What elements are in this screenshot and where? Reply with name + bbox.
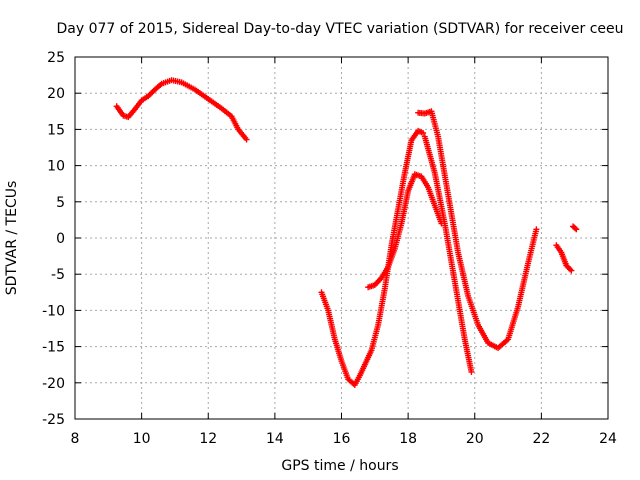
grid (75, 57, 608, 419)
y-tick-label: 15 (47, 122, 65, 138)
x-tick-label: 24 (599, 431, 617, 447)
x-tick-label: 14 (266, 431, 284, 447)
x-tick-label: 12 (199, 431, 217, 447)
chart-title: Day 077 of 2015, Sidereal Day-to-day VTE… (56, 21, 623, 37)
x-tick-label: 20 (466, 431, 484, 447)
y-tick-label: 5 (56, 195, 65, 211)
y-axis-label: SDTVAR / TECUs (4, 181, 20, 296)
data-point (533, 226, 540, 233)
x-tick-label: 8 (71, 431, 80, 447)
y-tick-label: 20 (47, 86, 65, 102)
data-point (573, 226, 580, 233)
data-point (568, 267, 575, 274)
y-tick-label: -5 (51, 267, 65, 283)
data-point (572, 225, 579, 232)
x-tick-label: 18 (399, 431, 417, 447)
x-tick-label: 10 (133, 431, 151, 447)
data-point (567, 266, 574, 273)
data-point (243, 136, 250, 143)
data-point (420, 130, 427, 137)
data-marks (113, 77, 580, 388)
y-tick-label: 10 (47, 159, 65, 175)
y-tick-label: -25 (42, 412, 65, 428)
x-tick-label: 22 (532, 431, 550, 447)
x-tick-label: 16 (333, 431, 351, 447)
y-tick-label: 25 (47, 50, 65, 66)
y-tick-label: -10 (42, 303, 65, 319)
data-point (468, 368, 475, 375)
axis-ticks: 8 10 12 14 16 18 20 22 24 -25 -20 -15 -10 -5 0 5 10 15 20 2… (42, 50, 617, 447)
y-tick-label: -20 (42, 376, 65, 392)
y-tick-label: -15 (42, 340, 65, 356)
y-tick-label: 0 (56, 231, 65, 247)
x-axis-label: GPS time / hours (281, 458, 398, 474)
